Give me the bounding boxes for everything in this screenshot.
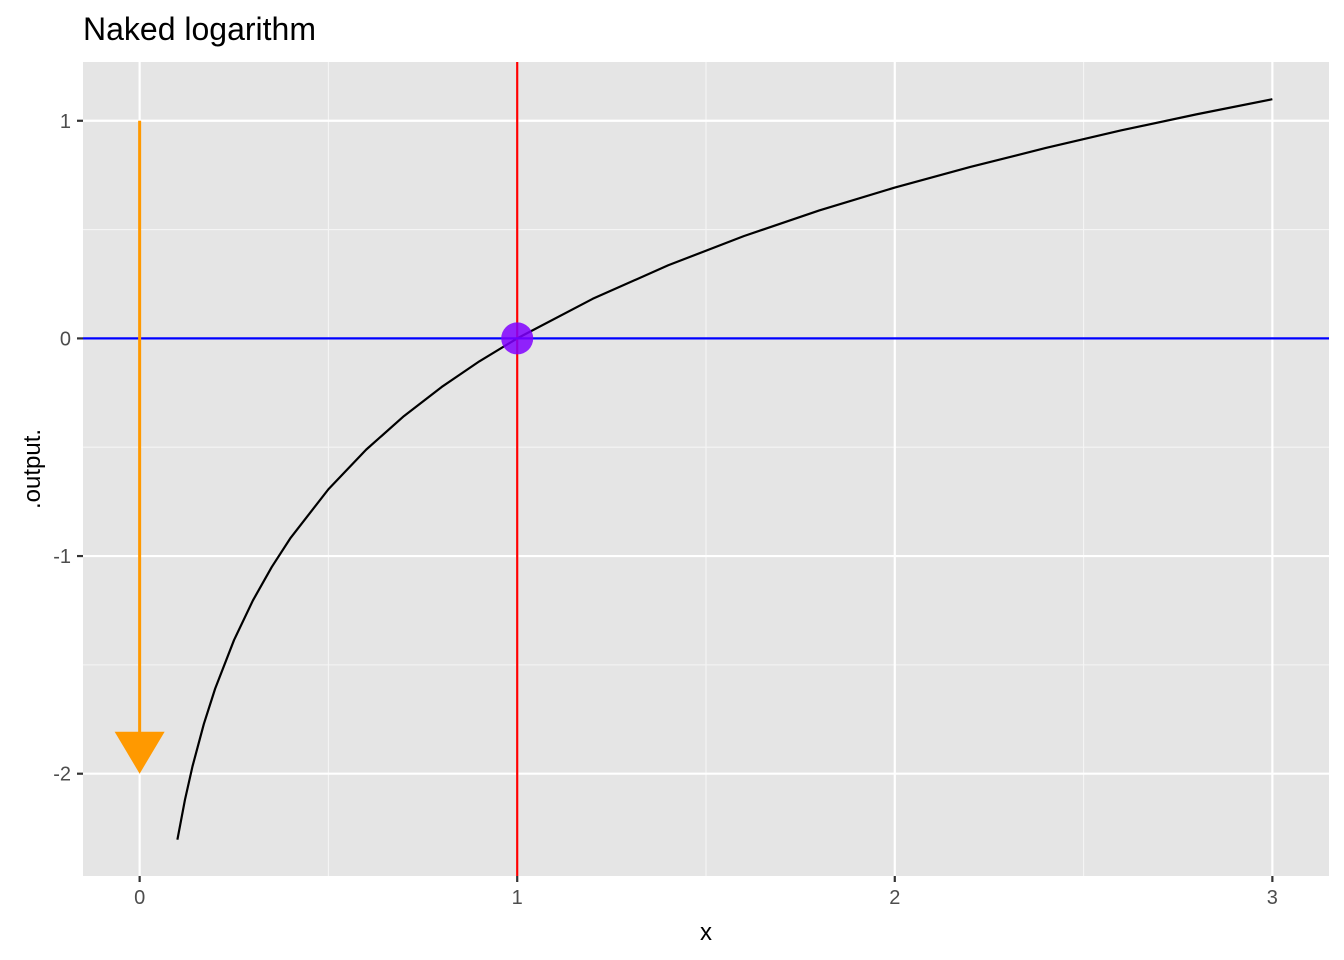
y-tick-label: 1 xyxy=(60,111,71,133)
arrow-head xyxy=(114,731,165,774)
x-tick-label: 3 xyxy=(1267,887,1278,909)
x-tick-label: 0 xyxy=(134,887,145,909)
y-tick-label: -1 xyxy=(53,546,71,568)
y-tick-label: -2 xyxy=(53,764,71,786)
grid-minor xyxy=(83,62,1329,876)
axes: 0 1 2 3 -2 -1 0 1 xyxy=(53,111,1278,909)
chart-title: Naked logarithm xyxy=(83,11,316,47)
x-tick-label: 2 xyxy=(889,887,900,909)
log-curve xyxy=(176,98,1273,840)
y-axis-title: .output. xyxy=(19,429,46,509)
intersection-point xyxy=(501,322,534,355)
x-axis-title: x xyxy=(700,919,712,946)
y-tick-label: 0 xyxy=(60,328,71,350)
x-tick-label: 1 xyxy=(512,887,523,909)
data-layer xyxy=(83,62,1329,876)
